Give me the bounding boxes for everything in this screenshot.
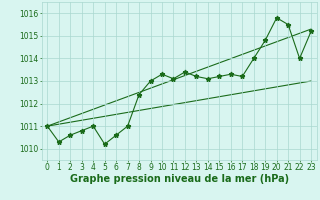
X-axis label: Graphe pression niveau de la mer (hPa): Graphe pression niveau de la mer (hPa) (70, 174, 289, 184)
